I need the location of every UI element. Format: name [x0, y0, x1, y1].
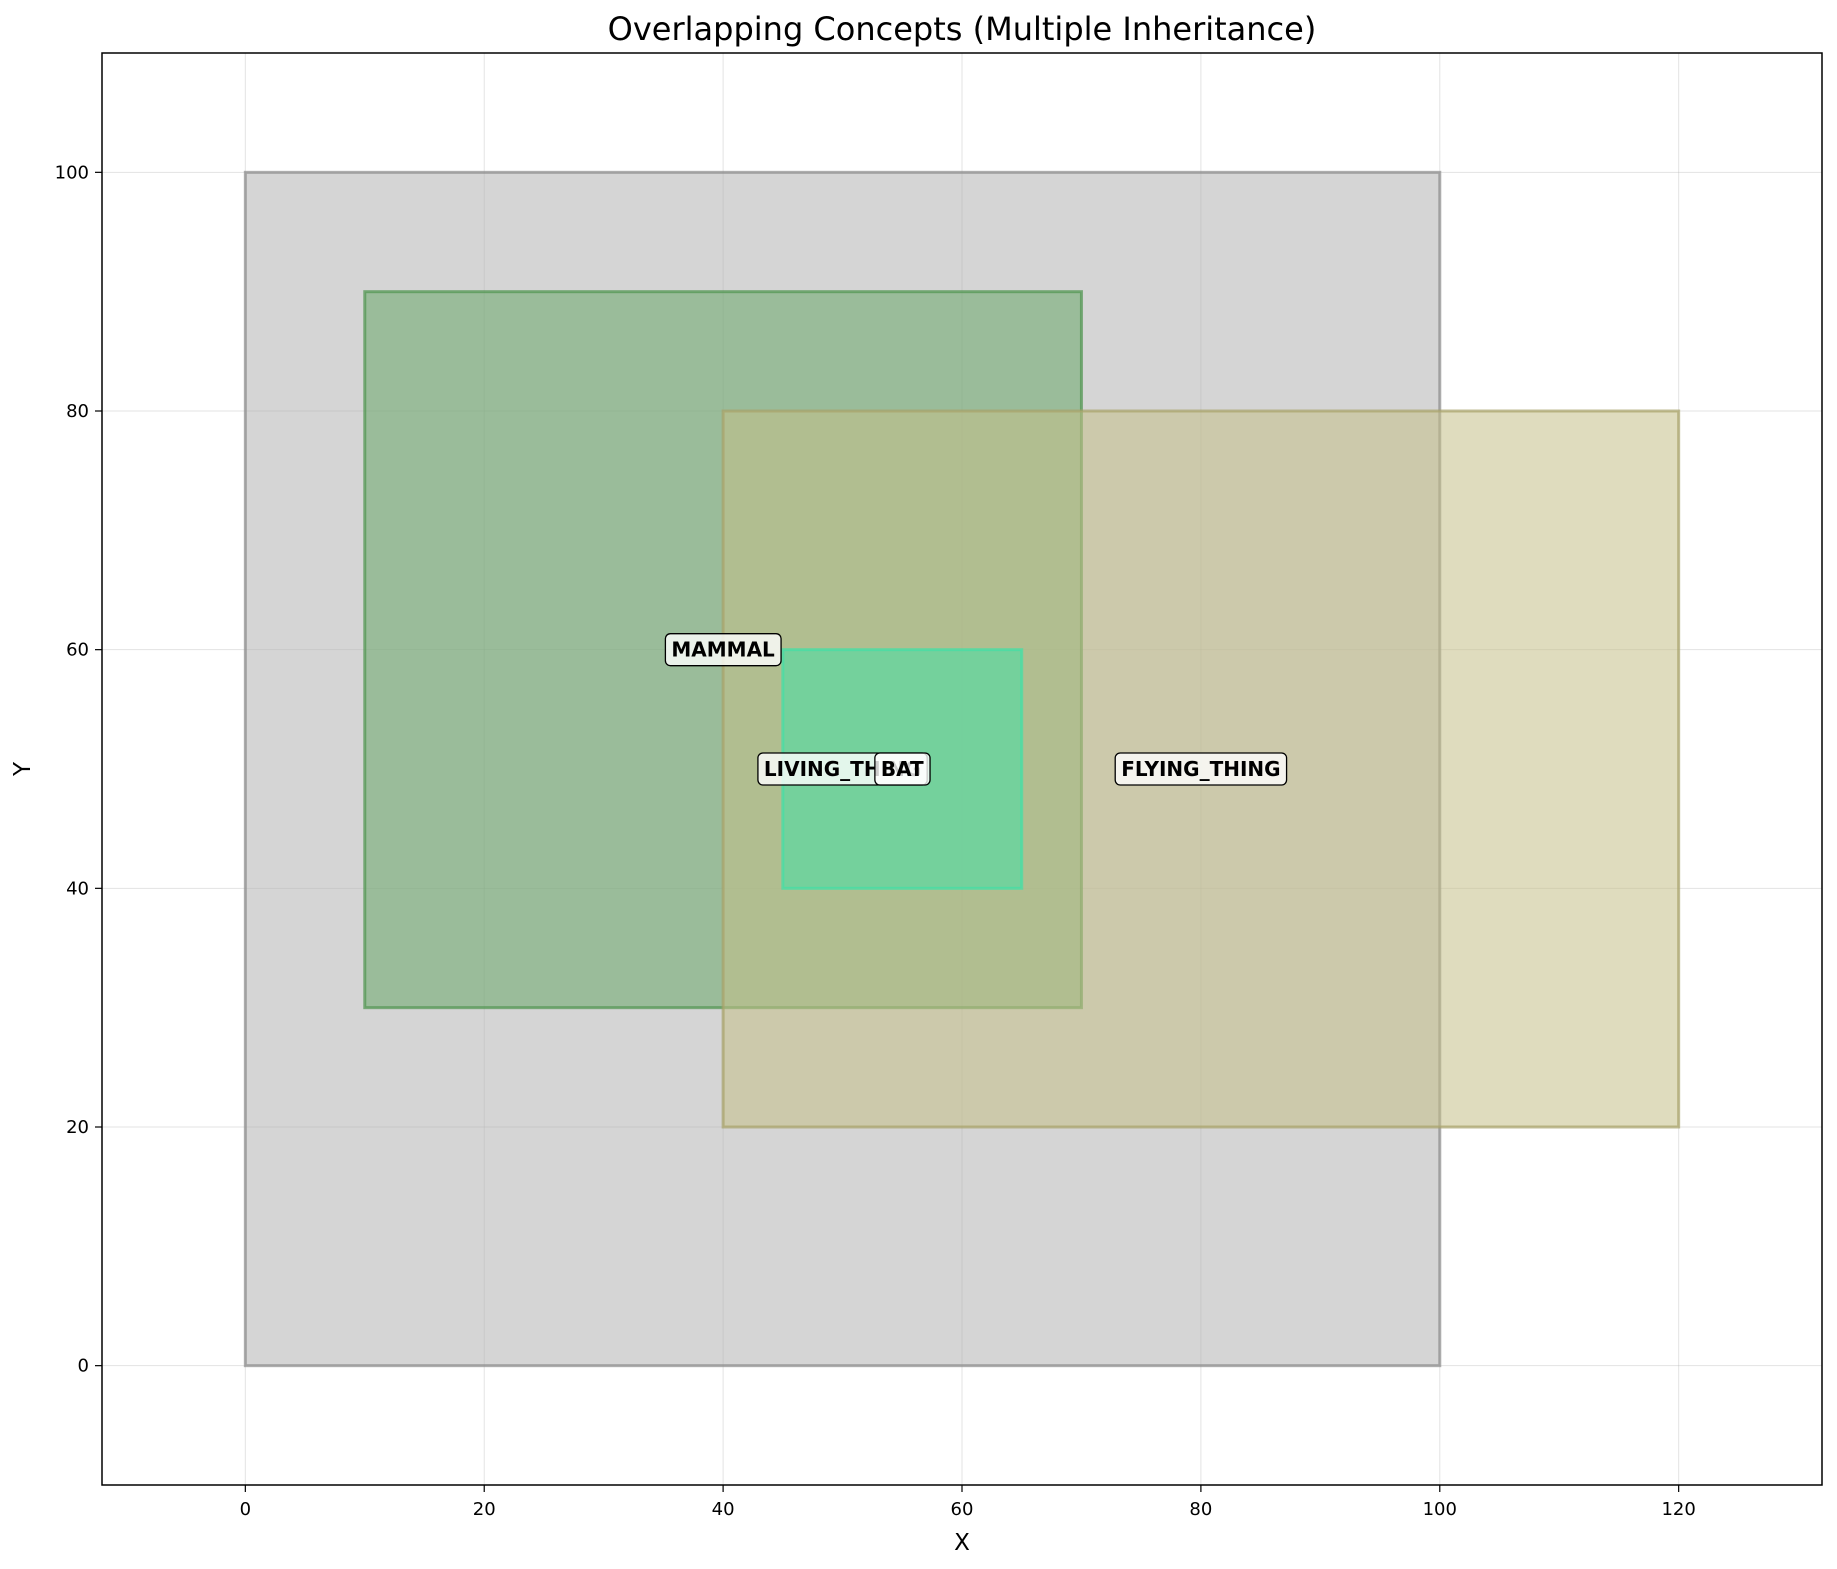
- x-tick-label: 60: [951, 1499, 974, 1520]
- y-tick-label: 100: [55, 162, 89, 183]
- label-box-mammal: [664, 633, 782, 667]
- label-mammal: MAMMAL: [664, 633, 782, 667]
- y-axis-label: Y: [10, 761, 36, 777]
- label-text-flying-thing: FLYING_THING: [1121, 757, 1280, 781]
- label-text-bat: BAT: [881, 757, 924, 781]
- label-box-bat: [874, 752, 931, 786]
- label-box-flying-thing: [1114, 752, 1288, 786]
- x-axis-label: X: [954, 1530, 970, 1556]
- x-tick-label: 80: [1189, 1499, 1212, 1520]
- axis-ticks: 0 20 40 60 80 100 120 0 20 40 60 80 100: [55, 162, 1696, 1520]
- y-tick-label: 0: [78, 1356, 89, 1377]
- x-tick-label: 40: [712, 1499, 735, 1520]
- y-tick-label: 40: [66, 878, 89, 899]
- x-tick-label: 0: [240, 1499, 251, 1520]
- x-tick-label: 100: [1423, 1499, 1457, 1520]
- y-tick-label: 80: [66, 401, 89, 422]
- label-bat: BAT: [874, 752, 931, 786]
- label-text-mammal: MAMMAL: [671, 638, 775, 662]
- label-flying-thing: FLYING_THING: [1114, 752, 1288, 786]
- x-tick-label: 20: [473, 1499, 496, 1520]
- y-tick-label: 60: [66, 640, 89, 661]
- x-tick-label: 120: [1661, 1499, 1695, 1520]
- y-tick-label: 20: [66, 1117, 89, 1138]
- chart-title: Overlapping Concepts (Multiple Inheritan…: [608, 10, 1317, 48]
